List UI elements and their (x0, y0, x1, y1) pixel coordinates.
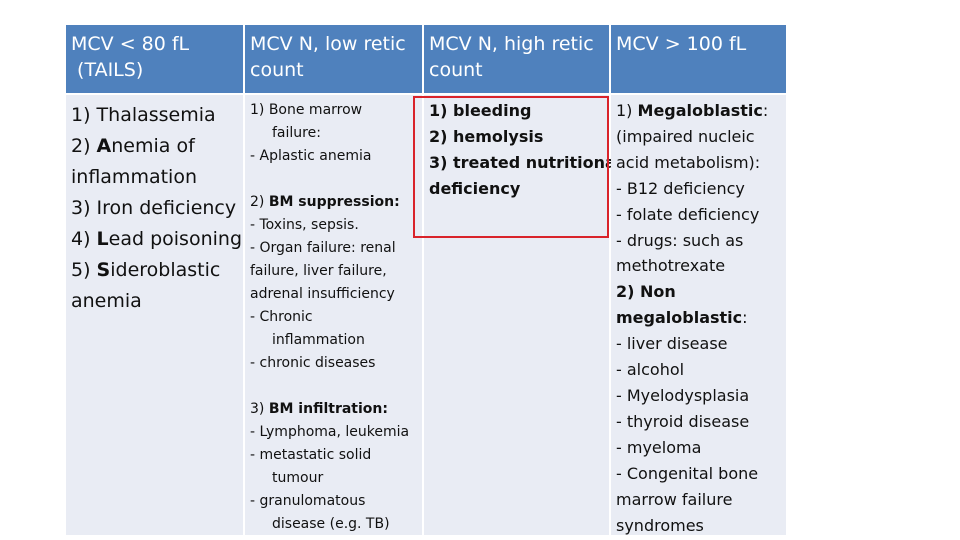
list-item: - Organ failure: renal (250, 240, 396, 256)
list-item: 2) BM suppression: (250, 194, 400, 210)
header-line1: MCV < 80 fL (71, 33, 190, 55)
list-item: 1) Bone marrow (250, 102, 363, 118)
list-item-continuation: acid metabolism): (616, 152, 761, 172)
cell-high-retic-causes: 1) bleeding 2) hemolysis 3) treated nutr… (424, 95, 622, 535)
anemia-classification-table: MCV < 80 fL (TAILS) MCV N, low retic cou… (66, 25, 786, 535)
list-item-continuation: disease (e.g. TB) (272, 516, 390, 532)
list-item-continuation: adrenal insufficiency (250, 286, 395, 302)
header-normocytic-low-retic: MCV N, low retic count (245, 25, 422, 93)
list-item: - folate deficiency (616, 204, 760, 224)
header-line2: (TAILS) (71, 59, 144, 81)
list-item-continuation: inflammation (71, 166, 197, 188)
list-item-continuation: failure, liver failure, (250, 263, 387, 279)
list-item-continuation: (impaired nucleic (616, 126, 755, 146)
list-item: - thyroid disease (616, 411, 750, 431)
list-item: - Lymphoma, leukemia (250, 424, 410, 440)
cell-microcytic-causes: 1) Thalassemia 2) Anemia of inflammation… (66, 95, 243, 535)
header-line2: count (250, 59, 304, 81)
header-macrocytic: MCV > 100 fL (611, 25, 786, 93)
cell-low-retic-causes: 1) Bone marrow failure: - Aplastic anemi… (245, 95, 422, 535)
list-item-continuation: methotrexate (616, 256, 726, 276)
header-normocytic-high-retic: MCV N, high retic count (424, 25, 609, 93)
list-item: - myeloma (616, 437, 702, 457)
list-item: - Congenital bone (616, 463, 759, 483)
list-item-continuation: anemia (71, 290, 142, 312)
list-item: 4) Lead poisoning (71, 228, 242, 250)
list-item: - liver disease (616, 334, 728, 354)
list-item: 3) Iron deficiency (71, 197, 237, 219)
list-item: - B12 deficiency (616, 178, 745, 198)
list-item: 2) Non (616, 282, 676, 302)
list-item: 2) hemolysis (429, 127, 544, 146)
list-item-continuation: deficiency (429, 179, 521, 198)
header-line2: count (429, 59, 483, 81)
list-item: - Myelodysplasia (616, 385, 750, 405)
list-item-continuation: tumour (272, 470, 324, 486)
list-item: 2) Anemia of (71, 135, 195, 157)
header-microcytic: MCV < 80 fL (TAILS) (66, 25, 243, 93)
list-item: 1) Thalassemia (71, 104, 216, 126)
list-item: 3) treated nutritional (429, 153, 622, 172)
list-item: - chronic diseases (250, 355, 376, 371)
list-item: - metastatic solid (250, 447, 372, 463)
list-item: - Chronic (250, 309, 313, 325)
list-item: 3) BM infiltration: (250, 401, 388, 417)
list-item-continuation: megaloblastic: (616, 308, 748, 328)
list-item: 1) Megaloblastic: (616, 101, 769, 120)
header-line1: MCV N, high retic (429, 33, 594, 55)
list-item-continuation: syndromes (616, 515, 704, 535)
list-item: 1) bleeding (429, 101, 532, 120)
list-item-continuation: marrow failure (616, 489, 733, 509)
header-line1: MCV > 100 fL (616, 33, 747, 55)
list-item: - Toxins, sepsis. (250, 217, 359, 233)
header-line1: MCV N, low retic (250, 33, 406, 55)
list-item: 5) Sideroblastic (71, 259, 221, 281)
list-item-continuation: inflammation (272, 332, 365, 348)
cell-macrocytic-causes: 1) Megaloblastic: (impaired nucleic acid… (611, 95, 786, 535)
list-item: - alcohol (616, 360, 685, 380)
list-item: - Aplastic anemia (250, 148, 372, 164)
list-item: - granulomatous (250, 493, 366, 509)
list-item-continuation: failure: (272, 125, 321, 141)
list-item: - drugs: such as (616, 230, 744, 250)
